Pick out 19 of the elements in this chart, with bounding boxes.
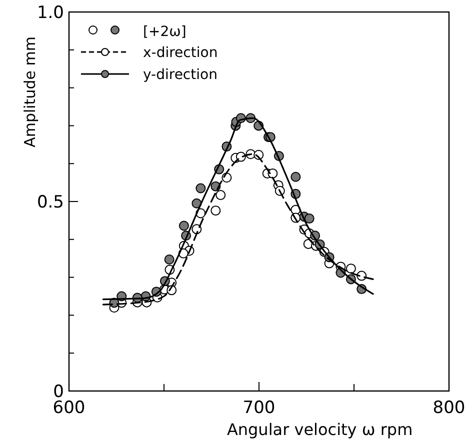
point [268,168,278,178]
point [290,172,301,182]
y-tick-label: 1.0 [36,3,64,23]
point [196,183,206,194]
point [304,214,314,224]
point [210,206,221,216]
y-tick-label: 0.5 [36,192,64,212]
point [164,254,174,264]
point [178,220,189,231]
y-axis-title: Amplitude mm [21,36,39,148]
legend-title: [+2ω] [143,24,186,40]
legend-label: x-direction [143,45,218,61]
x-axis-title: Angular velocity ω rpm [226,420,413,439]
x-tick-label: 800 [432,398,466,418]
point [346,264,356,274]
x-tick-label: 700 [242,398,276,418]
x-tick-label: 600 [52,398,86,418]
point [216,190,226,200]
legend-label: y-direction [143,67,218,83]
